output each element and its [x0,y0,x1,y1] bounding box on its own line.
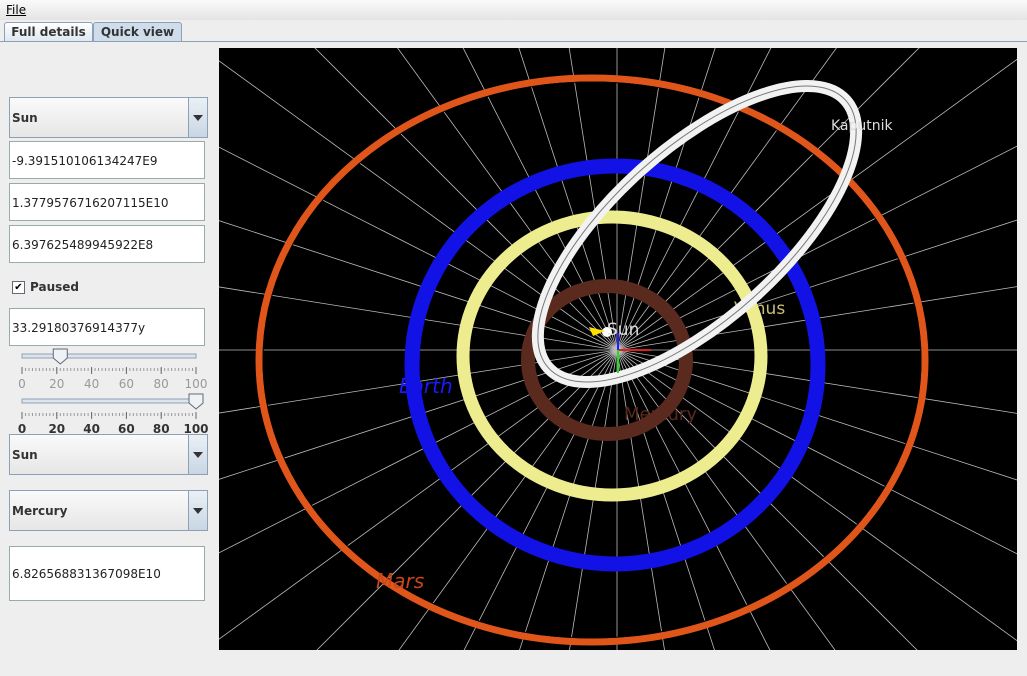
menu-bar: File [0,0,1027,20]
select-text: Sun [12,448,38,462]
sun [602,327,612,337]
ray [616,48,772,351]
ray [462,48,618,351]
tab[interactable]: Full details [4,22,93,42]
tick-label: 20 [49,377,64,391]
ray [616,145,1017,351]
select-text: Sun [12,111,38,125]
slider-thumb[interactable] [52,348,68,365]
scene-label: Mars [376,569,424,593]
tab[interactable]: Quick view [93,22,182,42]
time-field[interactable]: 33.29180376914377y [9,308,205,346]
ray [568,48,618,351]
ray [616,48,837,351]
tick-label: 80 [153,422,170,435]
mars-orbit [255,74,929,646]
tick-label: 60 [118,422,135,435]
distance-field[interactable]: 6.826568831367098E10 [9,546,205,601]
coord-field[interactable]: 1.3779576716207115E10 [9,183,205,221]
ray [616,286,1017,351]
slider-thumb[interactable] [188,393,204,410]
from-select[interactable]: Sun [9,434,208,475]
tick-label: 40 [84,377,99,391]
orbit-line [262,81,922,639]
ray [314,48,618,351]
tick-label: 60 [119,377,134,391]
ray [616,48,920,351]
scene-label: Kaputnik [831,118,894,134]
orbit-line [537,85,857,383]
ray [616,48,716,351]
ray [616,48,666,351]
3d-scene[interactable]: Mars Earth Venus Mercury Kaputnik Sun [219,48,1017,650]
slider-track [21,398,197,404]
tick-label: 20 [48,422,65,435]
body-select[interactable]: Sun [9,97,208,138]
to-select[interactable]: Mercury [9,490,208,531]
dropdown-button[interactable] [188,98,207,137]
tab-border [0,41,1027,42]
tick-label: 100 [185,377,208,391]
coord-field[interactable]: -9.391510106134247E9 [9,141,205,179]
ray [616,58,1017,351]
scene-label: Sun [607,320,639,340]
checkbox-label: Paused [30,280,79,294]
tick-label: 0 [18,377,26,391]
paused-checkbox[interactable]: ✔ [12,281,25,294]
ray [397,48,618,351]
coord-field[interactable]: 6.397625489945922E8 [9,225,205,263]
tick-label: 80 [154,377,169,391]
dropdown-button[interactable] [188,435,207,474]
ray [616,219,1017,351]
slider-track [21,353,197,359]
select-text: Mercury [12,504,68,518]
scene-label: Mercury [624,404,697,425]
dropdown-button[interactable] [188,491,207,530]
mercury-orbit [521,279,693,441]
earth-orbit [404,158,826,572]
sliders: 0 20 40 60 80 100 0 20 40 60 80 100 [18,348,209,435]
venus-orbit [456,210,768,502]
menu-file[interactable]: File [6,3,27,17]
tick-label: 40 [83,422,100,435]
tick-label: 0 [18,422,26,435]
tick-label: 100 [183,422,208,435]
sun-arrow [589,327,605,336]
ray [518,48,618,351]
